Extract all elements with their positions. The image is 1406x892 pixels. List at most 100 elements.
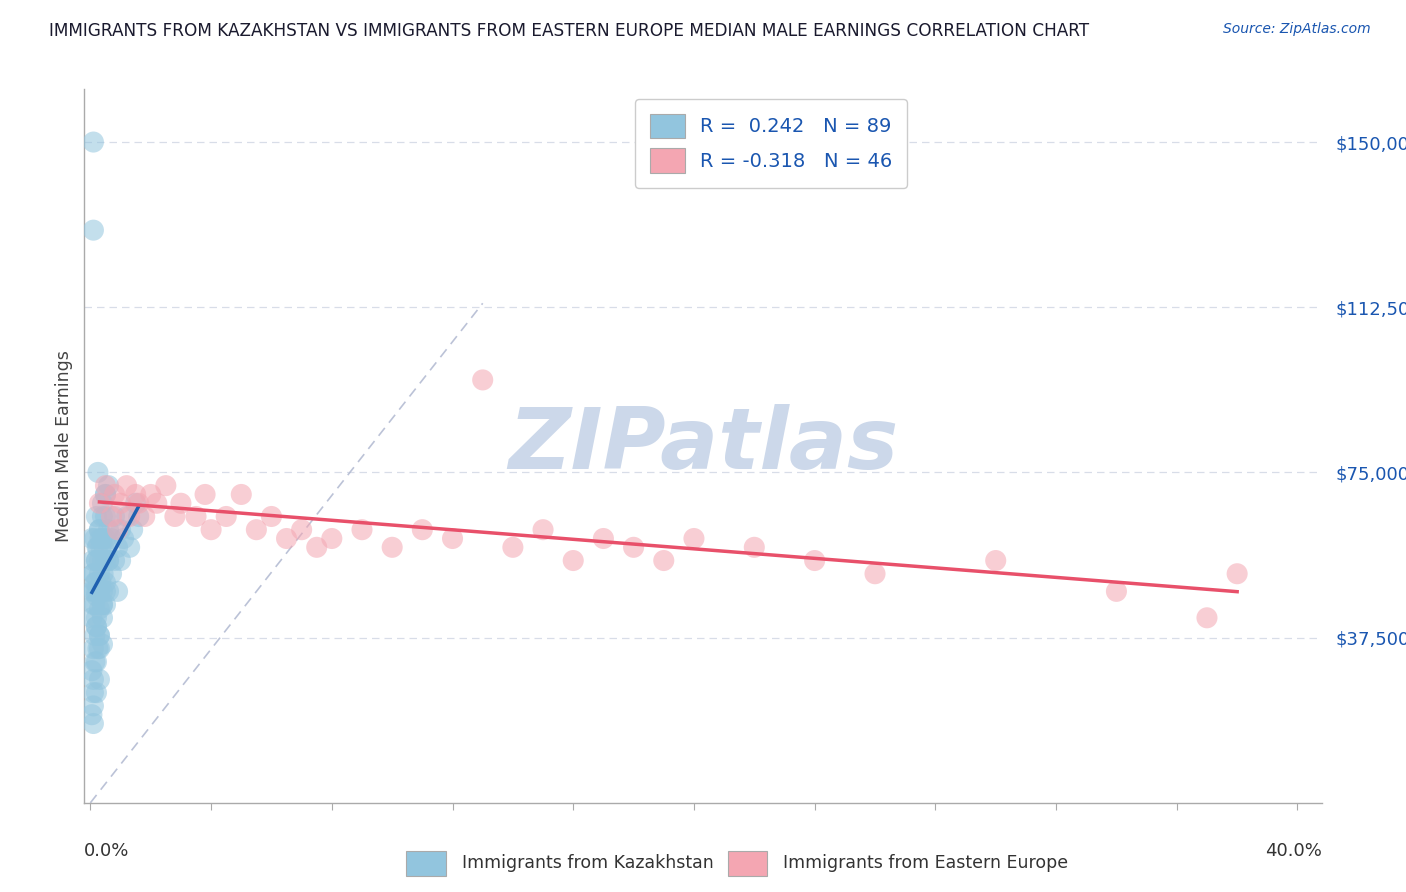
Point (86, 541, 108, 555)
Point (86, 655, 108, 669)
Point (321, 532, 343, 546)
Point (863, 566, 886, 581)
FancyBboxPatch shape (406, 851, 446, 876)
Point (90, 575, 112, 590)
Point (91, 637, 114, 651)
Point (80, 707, 103, 722)
Point (94, 584, 117, 599)
Point (112, 532, 135, 546)
Point (86, 509, 108, 524)
Point (139, 487, 162, 501)
Point (245, 523, 267, 537)
Point (652, 553, 675, 567)
Point (91, 553, 114, 567)
Point (80, 532, 103, 546)
Point (502, 541, 524, 555)
Point (89, 602, 111, 616)
Point (107, 541, 129, 555)
Point (103, 487, 125, 501)
Point (103, 553, 125, 567)
Point (84, 598, 107, 612)
Point (91, 509, 114, 524)
Point (80, 611, 103, 625)
Point (91, 611, 114, 625)
Point (82, 566, 104, 581)
Point (80, 584, 103, 599)
Point (91, 532, 114, 546)
Point (82, 135, 104, 149)
Point (121, 523, 143, 537)
Text: IMMIGRANTS FROM KAZAKHSTAN VS IMMIGRANTS FROM EASTERN EUROPE MEDIAN MALE EARNING: IMMIGRANTS FROM KAZAKHSTAN VS IMMIGRANTS… (49, 22, 1090, 40)
Point (184, 509, 207, 524)
Point (194, 487, 217, 501)
FancyBboxPatch shape (728, 851, 768, 876)
Point (97, 553, 120, 567)
Point (91, 496, 114, 510)
Point (93, 541, 115, 555)
Point (89, 523, 111, 537)
Point (91, 598, 114, 612)
Point (276, 532, 298, 546)
Point (471, 373, 494, 387)
Point (305, 541, 328, 555)
Point (1226, 566, 1249, 581)
Point (155, 478, 177, 492)
Point (170, 496, 193, 510)
Point (84, 575, 107, 590)
Text: Immigrants from Kazakhstan: Immigrants from Kazakhstan (461, 855, 713, 872)
Point (87, 541, 110, 555)
Point (94, 487, 117, 501)
Point (84, 532, 107, 546)
Point (163, 509, 186, 524)
Point (82, 641, 104, 656)
Point (118, 509, 141, 524)
Point (86, 611, 108, 625)
Point (128, 509, 150, 524)
Point (91, 598, 114, 612)
Point (86, 584, 108, 599)
Point (80, 664, 103, 678)
Point (89, 532, 111, 546)
Point (146, 496, 169, 510)
Point (134, 509, 156, 524)
Point (100, 566, 122, 581)
Point (94, 575, 117, 590)
Point (110, 553, 132, 567)
Point (89, 566, 111, 581)
Text: 40.0%: 40.0% (1265, 842, 1322, 860)
Point (260, 509, 283, 524)
Point (124, 487, 146, 501)
Text: ZIPatlas: ZIPatlas (508, 404, 898, 488)
Point (82, 553, 104, 567)
Text: 0.0%: 0.0% (84, 842, 129, 860)
Point (91, 566, 114, 581)
Point (231, 487, 253, 501)
Point (84, 655, 107, 669)
Point (86, 553, 108, 567)
Point (623, 541, 645, 555)
Point (411, 523, 433, 537)
Point (683, 532, 706, 546)
Point (562, 553, 585, 567)
Point (82, 566, 104, 581)
Point (97, 478, 120, 492)
Text: Source: ZipAtlas.com: Source: ZipAtlas.com (1223, 22, 1371, 37)
Point (89, 584, 111, 599)
Point (89, 628, 111, 642)
Point (200, 523, 222, 537)
Point (803, 553, 825, 567)
Point (984, 553, 1007, 567)
Point (110, 523, 132, 537)
Point (107, 523, 129, 537)
Point (94, 598, 117, 612)
Point (89, 496, 111, 510)
Point (350, 523, 373, 537)
Point (87, 641, 110, 656)
Text: Immigrants from Eastern Europe: Immigrants from Eastern Europe (783, 855, 1069, 872)
Point (82, 598, 104, 612)
Point (94, 478, 117, 492)
Point (94, 487, 117, 501)
Point (128, 496, 150, 510)
Point (89, 641, 111, 656)
Point (97, 584, 120, 599)
